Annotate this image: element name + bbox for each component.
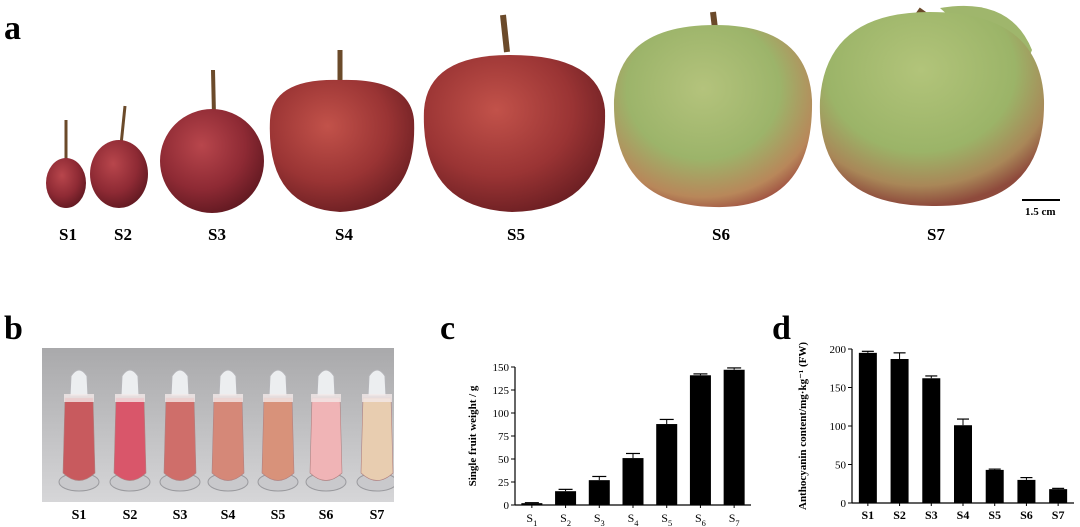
bar <box>985 469 1004 503</box>
y-tick-label: 200 <box>830 344 847 356</box>
y-tick-label: 75 <box>498 431 510 443</box>
fruit-weight-chart: 0 25 50 75 100 125 150 S1 S2 S3 S4 S5 S6 S7 Single fru… <box>467 362 751 527</box>
y-tick-label: 150 <box>830 383 847 395</box>
category-label: S5 <box>988 508 1001 522</box>
panel-c-label: c <box>440 310 456 347</box>
bar <box>1017 479 1036 503</box>
y-axis-label: Anthocyanin content/mg·kg⁻¹ (FW) <box>797 342 809 510</box>
tube-label-s6: S6 <box>318 508 334 523</box>
category-label: S6 <box>695 511 706 527</box>
category-label: S5 <box>661 511 672 527</box>
y-tick-label: 25 <box>498 477 510 489</box>
bar <box>723 369 745 505</box>
extract-tube <box>257 369 299 492</box>
tube-label-s5: S5 <box>270 508 286 523</box>
category-label: S3 <box>925 508 938 522</box>
bar <box>521 503 543 505</box>
y-tick-label: 0 <box>841 498 847 510</box>
bar <box>858 352 877 503</box>
bar <box>689 375 711 505</box>
extract-tubes-photo <box>42 348 394 502</box>
stage-label-s1: S1 <box>59 225 77 244</box>
y-tick-label: 125 <box>493 385 510 397</box>
extract-tube <box>305 369 347 492</box>
panel-a-label: a <box>4 10 21 47</box>
category-label: S1 <box>526 511 537 527</box>
y-tick-label: 50 <box>835 460 847 472</box>
y-tick-label: 0 <box>504 500 510 512</box>
bar <box>656 424 678 505</box>
category-label: S2 <box>893 508 906 522</box>
stage-label-s4: S4 <box>335 225 353 244</box>
category-label: S7 <box>1052 508 1065 522</box>
category-label: S1 <box>862 508 875 522</box>
y-axis-label: Single fruit weight / g <box>467 385 479 486</box>
apples-photo <box>46 5 1045 213</box>
y-tick-label: 50 <box>498 454 510 466</box>
extract-tube <box>356 369 394 492</box>
category-label: S3 <box>594 511 605 527</box>
stage-label-s2: S2 <box>114 225 132 244</box>
tube-label-s1: S1 <box>71 508 87 523</box>
y-tick-label: 150 <box>493 362 510 374</box>
extract-tube <box>109 369 151 492</box>
bar <box>890 359 909 503</box>
extract-tube <box>58 369 100 492</box>
anthocyanin-chart: 0 50 100 150 200 S1 S2 S3 S4 S5 S6 S7 Anthocyanin co… <box>797 342 1074 522</box>
extract-tube <box>207 369 249 492</box>
category-label: S2 <box>560 511 571 527</box>
bar <box>622 458 644 505</box>
tube-label-s7: S7 <box>369 508 385 523</box>
bar <box>922 378 941 503</box>
category-label: S7 <box>729 511 740 527</box>
y-tick-label: 100 <box>493 408 510 420</box>
category-label: S6 <box>1020 508 1033 522</box>
y-tick-label: 100 <box>830 421 847 433</box>
extract-tube <box>159 369 201 492</box>
scale-bar <box>1022 199 1060 201</box>
tube-label-s4: S4 <box>220 508 236 523</box>
stage-label-s5: S5 <box>507 225 525 244</box>
category-label: S4 <box>957 508 970 522</box>
tube-label-s2: S2 <box>122 508 138 523</box>
panel-d-label: d <box>772 310 791 347</box>
scale-bar-label: 1.5 cm <box>1025 206 1056 218</box>
stage-label-s3: S3 <box>208 225 226 244</box>
tube-label-s3: S3 <box>172 508 188 523</box>
stage-label-s6: S6 <box>712 225 730 244</box>
panel-b-label: b <box>4 310 23 347</box>
category-label: S4 <box>628 511 640 527</box>
bar <box>555 491 577 505</box>
bar <box>954 425 972 503</box>
stage-label-s7: S7 <box>927 225 945 244</box>
bar <box>588 480 610 505</box>
bar <box>1049 489 1068 503</box>
